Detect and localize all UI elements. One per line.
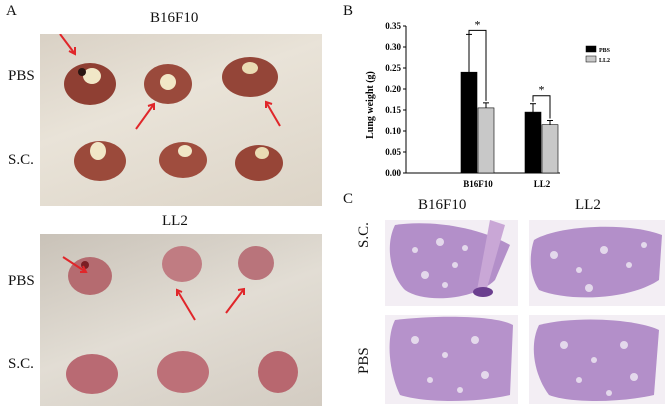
lung-ll2-sc-2 (157, 351, 209, 393)
y-tick-label: 0.35 (385, 21, 401, 31)
y-tick-label: 0.00 (385, 168, 401, 178)
lung-ll2-pbs-1 (68, 257, 112, 295)
histo-col1-label: B16F10 (418, 197, 467, 213)
histo-col2-label: LL2 (575, 197, 601, 213)
ll2-lung-photo (40, 234, 322, 406)
b16f10-lung-photo (40, 34, 322, 206)
bottom-row2-label: S.C. (8, 356, 34, 372)
lung-b16f10-sc-1 (74, 141, 126, 181)
top-row1-label: PBS (8, 68, 35, 84)
significance-bracket (468, 29, 487, 101)
x-tick-label: B16F10 (463, 179, 493, 189)
bottom-row1-label: PBS (8, 273, 35, 289)
histo-ll2-pbs (529, 315, 665, 404)
histo-row2-label: PBS (356, 347, 372, 374)
chart-marks: 0.00 0.05 0.10 0.15 0.20 0.25 0.30 0.35 B16F10 * L… (385, 17, 610, 189)
lung-b16f10-pbs-3 (222, 57, 278, 97)
legend-label-ll2: LL2 (599, 58, 610, 64)
x-tick-label: LL2 (534, 179, 551, 189)
lung-ll2-pbs-2 (162, 246, 202, 282)
y-tick-label: 0.10 (385, 126, 401, 136)
y-axis-label: Lung weight (g) (365, 71, 376, 139)
lungs-ll2-sc-row (66, 351, 298, 394)
lung-b16f10-sc-3 (235, 145, 283, 181)
bar-pbs-ll2 (524, 111, 542, 174)
lung-ll2-pbs-3 (238, 246, 274, 280)
panel-c-letter: C (343, 191, 354, 207)
lungs-ll2-pbs-row (68, 246, 274, 295)
panel-a-letter: A (6, 3, 17, 19)
metastasis-arrows-bottom (62, 256, 245, 321)
lung-b16f10-pbs-1 (64, 63, 116, 105)
panel-b-letter: B (343, 3, 354, 19)
y-tick-label: 0.25 (385, 63, 401, 73)
legend-label-pbs: PBS (599, 48, 611, 54)
histo-row1-label: S.C. (356, 222, 372, 248)
top-row2-label: S.C. (8, 152, 34, 168)
lung-b16f10-sc-2 (159, 142, 207, 178)
bar-ll2-ll2 (541, 124, 559, 174)
y-tick-label: 0.30 (385, 42, 401, 52)
lung-ll2-sc-1 (66, 354, 118, 394)
y-tick-label: 0.15 (385, 105, 401, 115)
histo-b16f10-pbs (385, 315, 518, 404)
lungs-b16f10-sc-row (74, 141, 283, 181)
histo-b16f10-sc (385, 220, 518, 306)
legend-swatch-ll2 (585, 55, 597, 63)
significance-star: * (475, 17, 481, 31)
metastasis-arrows-top (59, 34, 281, 130)
y-tick-label: 0.05 (385, 147, 401, 157)
significance-bracket (532, 95, 551, 119)
y-tick-label: 0.20 (385, 84, 401, 94)
histo-ll2-sc (529, 220, 665, 306)
significance-star: * (539, 83, 545, 97)
legend-swatch-pbs (585, 45, 597, 53)
lungs-b16f10-pbs-row (64, 57, 278, 105)
top-photo-title: B16F10 (150, 10, 199, 26)
bar-pbs-b16f10 (460, 71, 478, 174)
bottom-photo-title: LL2 (162, 213, 188, 229)
lung-weight-bar-chart: 0.00 0.05 0.10 0.15 0.20 0.25 0.30 0.35 B16F10 * L… (365, 17, 611, 189)
lung-ll2-sc-3 (258, 351, 298, 393)
bar-ll2-b16f10 (477, 107, 495, 174)
